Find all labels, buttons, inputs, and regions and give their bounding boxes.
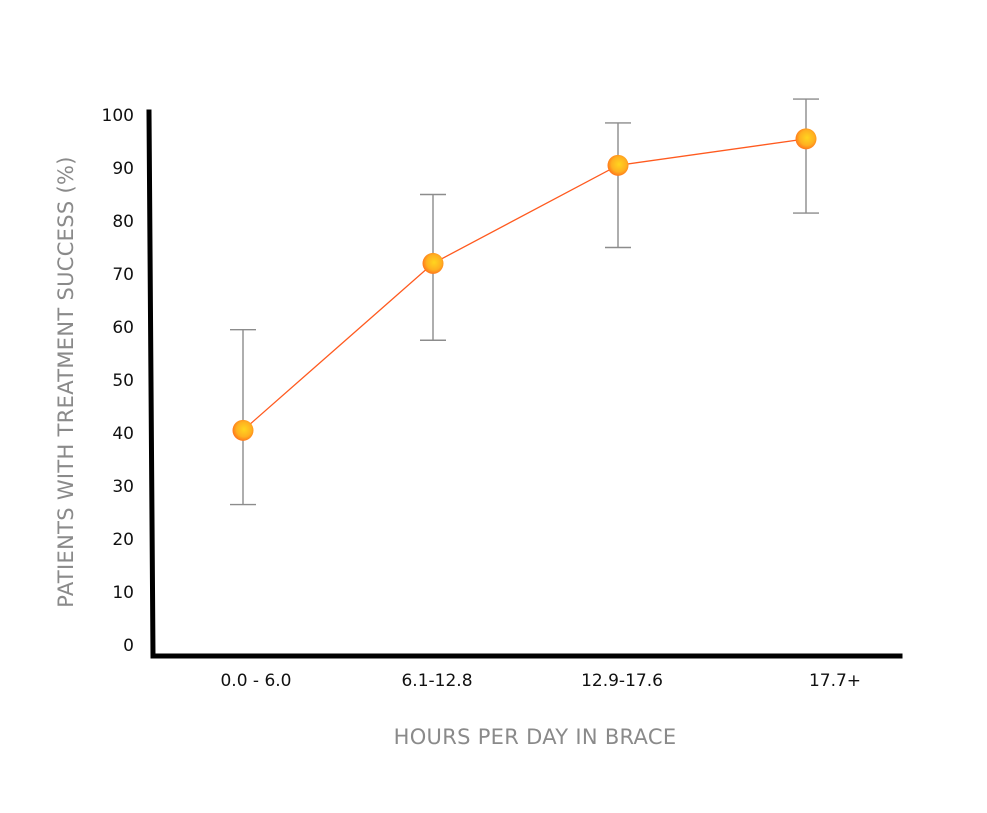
y-tick-label: 10: [112, 583, 134, 603]
y-tick-label: 50: [112, 371, 134, 391]
y-tick-label: 0: [123, 636, 134, 656]
series-line: [242, 138, 807, 431]
error-bar: [793, 98, 819, 214]
y-tick-label: 80: [112, 212, 134, 232]
data-points: [232, 128, 817, 441]
error-bar: [230, 328, 256, 506]
x-tick-label: 0.0 - 6.0: [220, 671, 291, 691]
y-tick-label: 100: [102, 106, 134, 126]
y-tick-label: 90: [112, 159, 134, 179]
data-point-marker: [232, 419, 254, 441]
data-point-marker: [607, 154, 629, 176]
x-axis-tick-labels: 0.0 - 6.0 6.1-12.8 12.9-17.6 17.7+: [220, 671, 861, 691]
data-point-marker: [795, 128, 817, 150]
data-point-marker: [422, 252, 444, 274]
y-tick-label: 40: [112, 424, 134, 444]
error-bar: [605, 122, 631, 249]
y-tick-label: 60: [112, 318, 134, 338]
x-tick-label: 6.1-12.8: [401, 671, 472, 691]
x-tick-label: 12.9-17.6: [581, 671, 663, 691]
y-axis-title: PATIENTS WITH TREATMENT SUCCESS (%): [54, 156, 78, 607]
series-lines: [242, 138, 807, 431]
y-tick-label: 70: [112, 265, 134, 285]
y-axis-tick-labels: 0 10 20 30 40 50 60 70 80 90 100: [102, 106, 134, 656]
y-tick-label: 30: [112, 477, 134, 497]
y-tick-label: 20: [112, 530, 134, 550]
error-bars: [230, 98, 819, 506]
axes-lines: [146, 109, 903, 659]
x-axis-title: HOURS PER DAY IN BRACE: [394, 725, 677, 749]
x-tick-label: 17.7+: [809, 671, 861, 691]
